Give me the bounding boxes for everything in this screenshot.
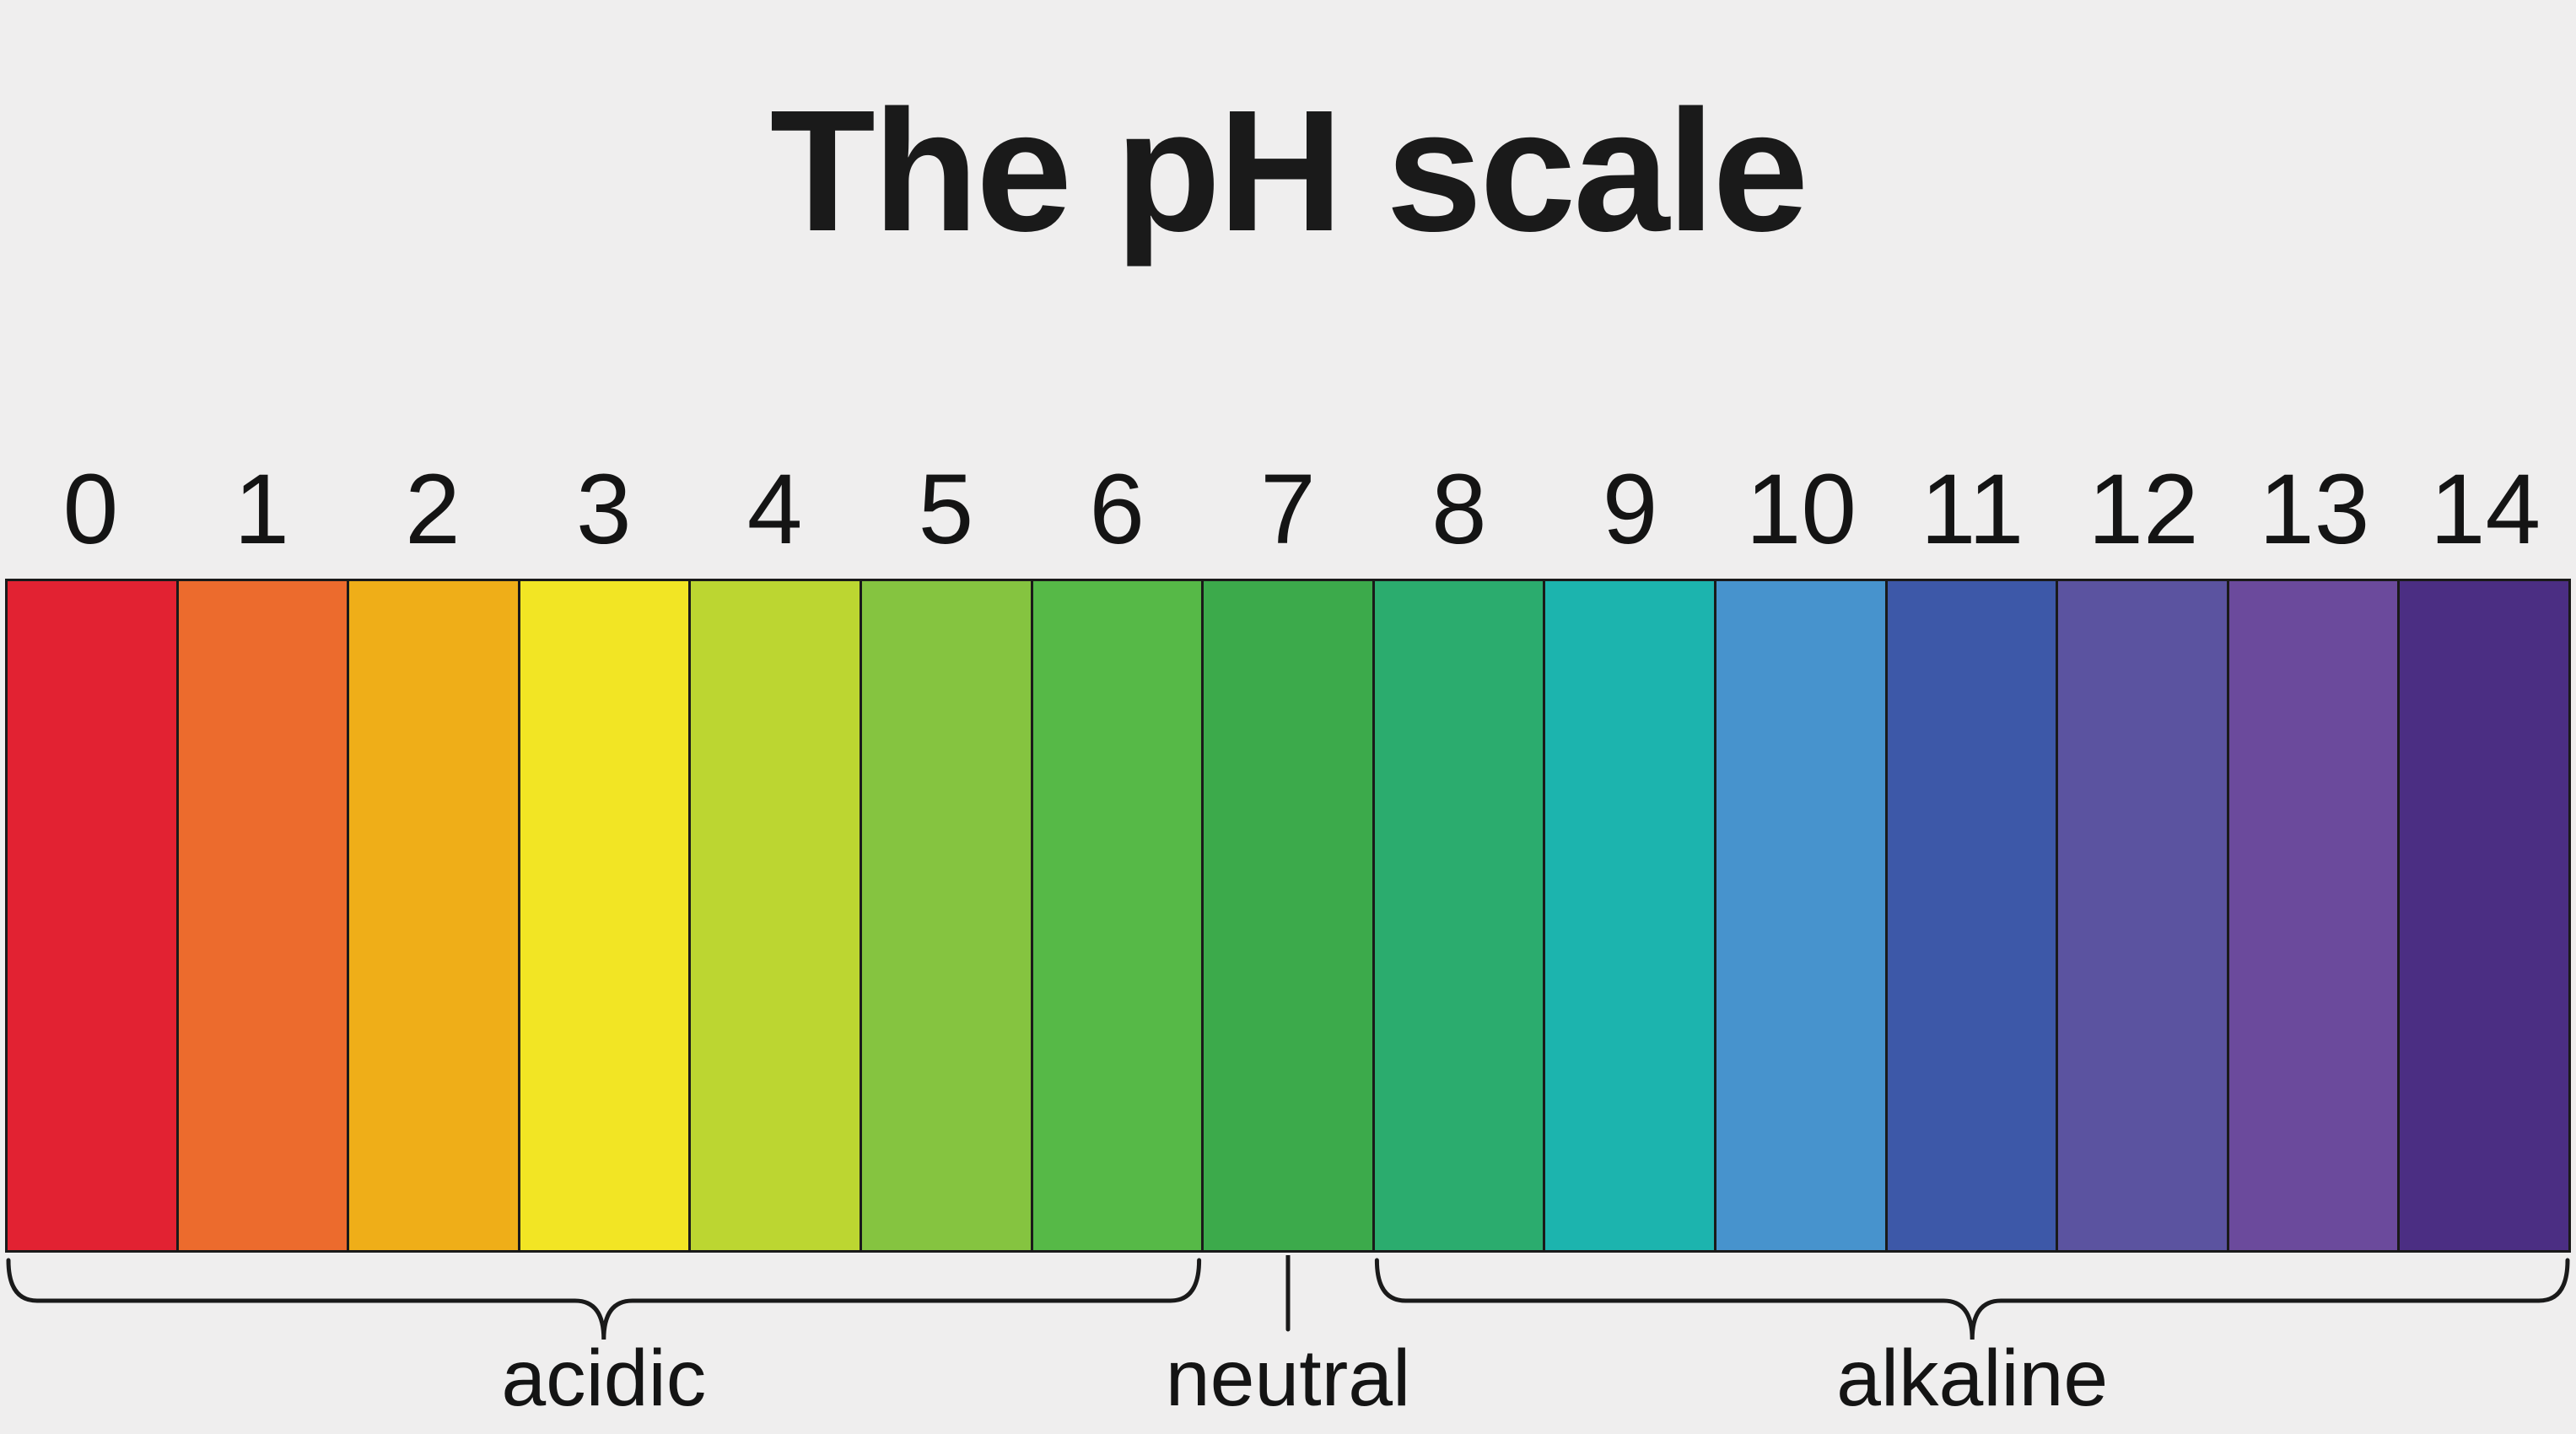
ph-number: 11 (1920, 454, 2024, 565)
ph-number: 1 (234, 454, 290, 565)
region-label-alkaline: alkaline (1836, 1334, 2109, 1423)
ph-segment-0 (8, 581, 176, 1250)
ph-number: 13 (2259, 454, 2370, 565)
ph-segment-10 (1713, 581, 1885, 1250)
ph-segment-11 (1884, 581, 2056, 1250)
ph-number: 2 (405, 454, 461, 565)
ph-segment-12 (2056, 581, 2227, 1250)
ph-number: 6 (1089, 454, 1145, 565)
ph-segment-9 (1543, 581, 1714, 1250)
ph-segment-3 (517, 581, 689, 1250)
ph-segment-4 (688, 581, 860, 1250)
ph-segment-8 (1372, 581, 1544, 1250)
ph-segment-7 (1201, 581, 1372, 1250)
ph-number: 10 (1745, 454, 1857, 565)
ph-segment-14 (2397, 581, 2568, 1250)
ph-color-bar (5, 579, 2571, 1253)
ph-number-row: 0 1 2 3 4 5 6 7 8 9 10 11 12 13 14 (5, 454, 2571, 565)
ph-number: 3 (575, 454, 632, 565)
region-label-neutral: neutral (1165, 1334, 1411, 1423)
brace-alkaline (1374, 1258, 2570, 1340)
ph-number: 12 (2088, 454, 2199, 565)
ph-segment-2 (347, 581, 518, 1250)
ph-segment-1 (175, 581, 348, 1250)
ph-number: 0 (62, 454, 119, 565)
ph-number: 9 (1602, 454, 1658, 565)
diagram-title: The pH scale (769, 74, 1809, 267)
ph-number: 7 (1260, 454, 1316, 565)
ph-number: 4 (746, 454, 803, 565)
ph-number: 5 (918, 454, 974, 565)
region-label-acidic: acidic (501, 1334, 707, 1423)
ph-segment-5 (859, 581, 1031, 1250)
ph-segment-13 (2226, 581, 2398, 1250)
region-braces (6, 1255, 2570, 1340)
brace-acidic (6, 1258, 1202, 1340)
ph-number: 8 (1431, 454, 1487, 565)
ph-segment-6 (1030, 581, 1202, 1250)
ph-number: 14 (2429, 454, 2541, 565)
